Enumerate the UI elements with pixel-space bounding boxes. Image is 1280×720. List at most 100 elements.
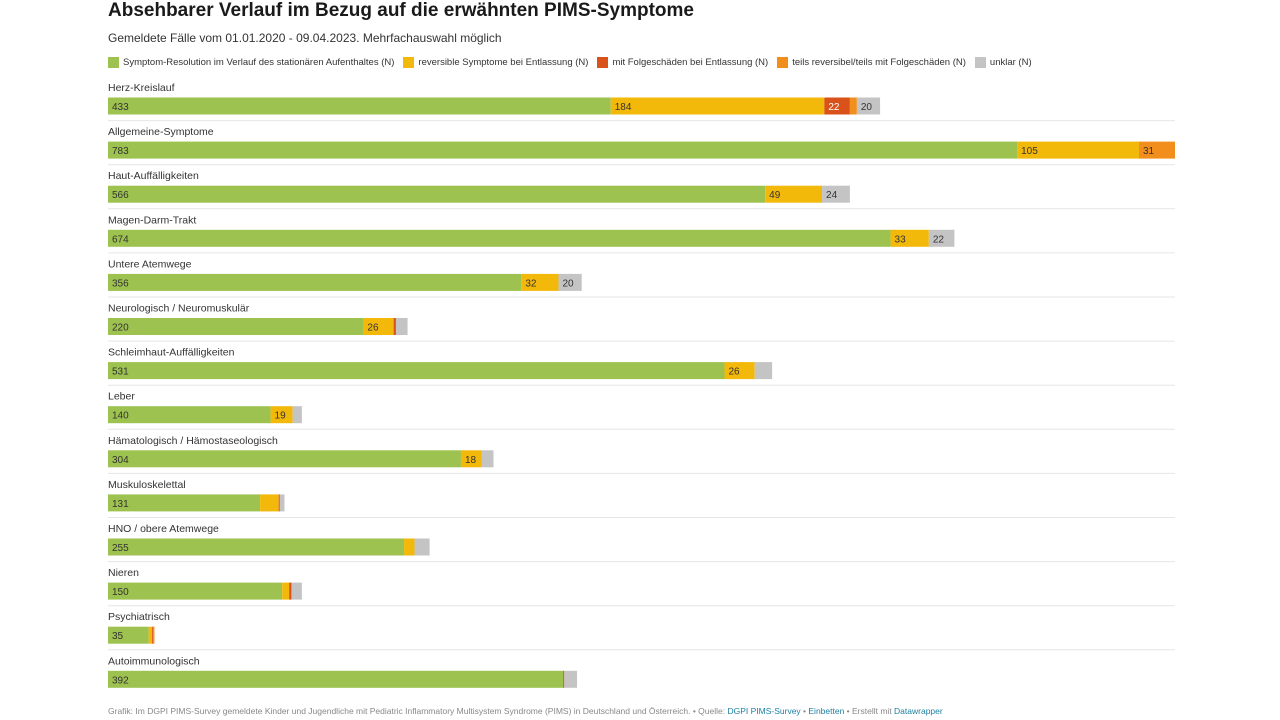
bar-segment-reversible xyxy=(890,229,929,247)
bar-segment-reversible xyxy=(363,318,394,335)
data-label: 24 xyxy=(826,190,838,201)
bar-segment-resolution xyxy=(108,141,1018,159)
data-label: 35 xyxy=(112,631,124,642)
footer-created-with: • Erstellt mit xyxy=(844,706,895,716)
data-label: 131 xyxy=(112,499,129,510)
bar-segment-reversible xyxy=(1017,141,1140,159)
data-label: 20 xyxy=(861,102,873,113)
data-label: 356 xyxy=(112,278,129,289)
bar-segment-resolution xyxy=(108,406,271,424)
legend-item-unklar: unklar (N) xyxy=(974,56,1032,68)
data-label: 150 xyxy=(112,587,129,598)
chart-subtitle: Gemeldete Fälle vom 01.01.2020 - 09.04.2… xyxy=(108,31,502,45)
legend-label-teils: teils reversibel/teils mit Folgeschäden … xyxy=(792,56,966,68)
bar-segment-reversible xyxy=(260,494,279,512)
legend-swatch-teils xyxy=(777,56,789,68)
legend-label-reversible: reversible Symptome bei Entlassung (N) xyxy=(418,56,589,68)
category-label: Schleimhaut-Auffälligkeiten xyxy=(108,347,235,359)
bar-segment-reversible xyxy=(404,538,415,556)
bar-segment-unklar xyxy=(279,494,285,512)
chart-legend: Symptom-Resolution im Verlauf des statio… xyxy=(108,55,1041,69)
bar-segment-teils xyxy=(153,626,155,644)
data-label: 105 xyxy=(1021,146,1038,157)
bar-segment-teils xyxy=(849,97,857,115)
bar-segment-resolution xyxy=(108,97,611,115)
bar-segment-unklar xyxy=(481,450,494,468)
data-label: 140 xyxy=(112,411,129,422)
bar-segment-resolution xyxy=(108,229,891,247)
bar-segment-resolution xyxy=(108,185,766,203)
legend-label-unklar: unklar (N) xyxy=(989,56,1032,68)
data-label: 18 xyxy=(465,455,477,466)
bar-segment-resolution xyxy=(108,494,261,512)
chart-footer: Grafik: Im DGPI PIMS-Survey gemeldete Ki… xyxy=(108,706,943,716)
chart-title: Absehbarer Verlauf im Bezug auf die erwä… xyxy=(108,0,694,21)
bar-segment-reversible xyxy=(610,97,825,115)
category-label: Hämatologisch / Hämostaseologisch xyxy=(108,435,278,447)
datawrapper-link[interactable]: Datawrapper xyxy=(894,706,943,716)
category-label: Allgemeine-Symptome xyxy=(108,126,214,138)
data-label: 26 xyxy=(729,367,741,378)
bar-segment-unklar xyxy=(414,538,430,556)
data-label: 433 xyxy=(112,102,129,113)
bar-segment-unklar xyxy=(558,273,582,291)
data-label: 674 xyxy=(112,234,129,245)
bar-segment-folgeschaeden xyxy=(289,582,292,600)
category-label: Neurologisch / Neuromuskulär xyxy=(108,303,250,315)
bar-segment-resolution xyxy=(108,670,564,688)
bar-segment-reversible xyxy=(765,185,823,203)
data-label: 22 xyxy=(828,102,840,113)
bar-segment-resolution xyxy=(108,273,522,291)
category-label: Leber xyxy=(108,391,135,403)
footer-separator: • xyxy=(800,706,809,716)
category-label: Haut-Auffälligkeiten xyxy=(108,170,199,182)
category-label: Magen-Darm-Trakt xyxy=(108,214,196,226)
category-label: HNO / obere Atemwege xyxy=(108,523,219,535)
bar-segment-teils xyxy=(1139,141,1175,159)
bar-segment-reversible xyxy=(282,582,290,600)
bar-segment-unklar xyxy=(292,406,302,424)
data-label: 392 xyxy=(112,675,129,686)
category-label: Psychiatrisch xyxy=(108,611,170,623)
data-label: 19 xyxy=(275,411,287,422)
category-label: Herz-Kreislauf xyxy=(108,82,175,94)
bar-segment-reversible xyxy=(460,450,482,468)
legend-swatch-reversible xyxy=(403,56,415,68)
data-label: 33 xyxy=(895,234,907,245)
footer-text: Grafik: Im DGPI PIMS-Survey gemeldete Ki… xyxy=(108,706,728,716)
bar-segment-unklar xyxy=(822,185,850,203)
bar-segment-folgeschaeden xyxy=(278,494,280,512)
data-label: 26 xyxy=(367,323,379,334)
data-label: 566 xyxy=(112,190,129,201)
bar-segment-unklar xyxy=(754,362,773,380)
data-label: 531 xyxy=(112,367,129,378)
embed-link[interactable]: Einbetten xyxy=(808,706,845,716)
data-label: 304 xyxy=(112,455,129,466)
bar-segment-unklar xyxy=(856,97,881,115)
data-label: 20 xyxy=(562,278,574,289)
legend-swatch-folgeschaeden xyxy=(597,56,609,68)
category-label: Muskuloskelettal xyxy=(108,479,186,491)
bar-segment-resolution xyxy=(108,318,364,335)
bar-segment-resolution xyxy=(108,582,283,600)
data-label: 32 xyxy=(525,278,537,289)
bar-segment-resolution xyxy=(108,450,461,468)
bar-segment-reversible xyxy=(521,273,559,291)
source-link[interactable]: DGPI PIMS-Survey xyxy=(727,706,801,716)
bar-segment-reversible xyxy=(148,626,153,644)
legend-item-reversible: reversible Symptome bei Entlassung (N) xyxy=(403,56,589,68)
bar-segment-reversible xyxy=(270,406,293,424)
legend-item-teils: teils reversibel/teils mit Folgeschäden … xyxy=(777,56,966,68)
data-label: 22 xyxy=(933,234,945,245)
bar-segment-folgeschaeden xyxy=(824,97,850,115)
bar-segment-unklar xyxy=(928,229,955,247)
bar-segment-folgeschaeden xyxy=(393,318,396,335)
category-label: Autoimmunologisch xyxy=(108,655,200,667)
category-label: Nieren xyxy=(108,567,139,579)
legend-label-folgeschaeden: mit Folgeschäden bei Entlassung (N) xyxy=(612,56,769,68)
bar-segment-unklar xyxy=(291,582,302,600)
bar-segment-folgeschaeden xyxy=(152,626,154,644)
data-label: 220 xyxy=(112,323,129,334)
bar-segment-resolution xyxy=(108,626,149,644)
